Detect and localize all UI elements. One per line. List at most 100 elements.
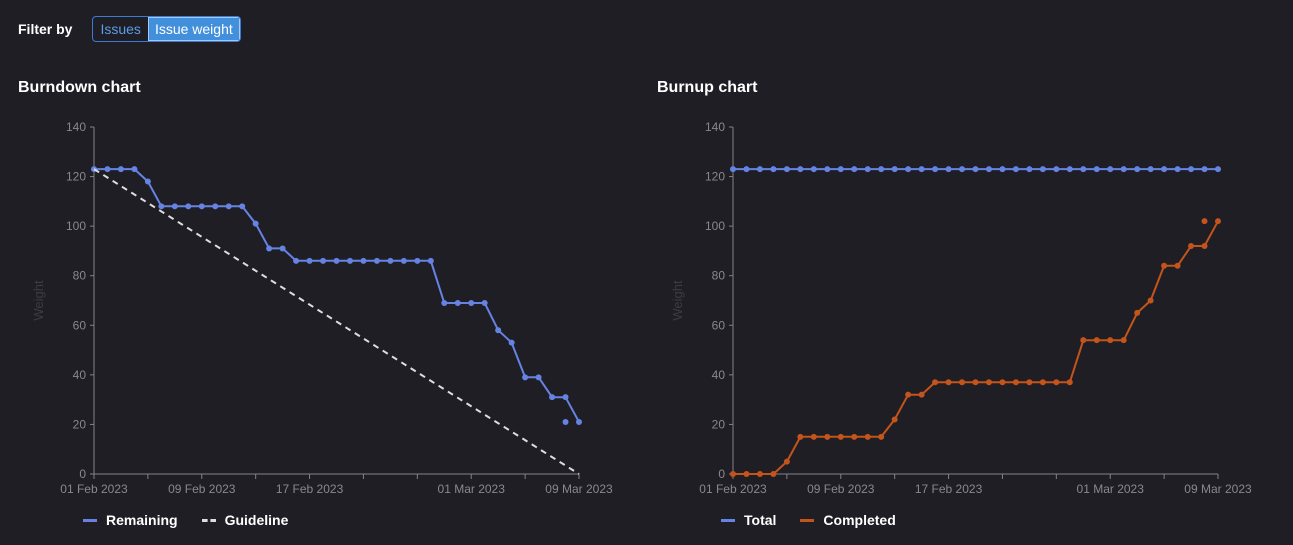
guideline-series-line [93,168,580,475]
completed-point [1080,337,1087,344]
total-point [1201,166,1208,173]
remaining-point [212,203,219,210]
total-point [837,166,844,173]
completed-series-line [733,220,1219,475]
completed-point [743,471,750,477]
y-tick-label: 100 [66,219,86,233]
total-point [810,166,817,173]
legend-total[interactable]: Total [721,512,776,528]
total-point [985,166,992,173]
completed-point [1134,309,1141,316]
completed-swatch [800,518,815,522]
y-tick-label: 0 [79,467,86,481]
total-point [1174,166,1181,173]
remaining-point [508,339,515,346]
remaining-point [522,374,529,381]
completed-point [945,379,952,386]
completed-point [770,471,777,477]
burnup-chart-title: Burnup chart [657,79,758,96]
completed-point [1053,379,1060,386]
remaining-point [468,299,475,306]
remaining-point [306,257,313,264]
y-tick-label: 120 [66,170,86,184]
y-tick-label: 140 [705,120,725,134]
y-tick-label: 60 [712,318,726,332]
total-point [864,166,871,173]
x-tick-label: 17 Feb 2023 [276,482,344,496]
completed-point [959,379,966,386]
completed-point [999,379,1006,386]
completed-point [864,433,871,440]
y-axis-title: Weight [670,280,685,321]
y-tick-label: 20 [73,417,87,431]
completed-point [1201,242,1208,249]
completed-point [783,458,790,465]
completed-point [756,471,763,477]
remaining-point [225,203,232,210]
legend-guideline[interactable]: Guideline [201,512,288,528]
x-tick-label: 09 Mar 2023 [545,482,613,496]
completed-point [1188,242,1195,249]
remaining-series-line [94,168,580,423]
y-tick-label: 20 [712,417,726,431]
total-point [851,166,858,173]
total-point [730,166,736,173]
total-point [756,166,763,173]
completed-point [1066,379,1073,386]
total-point [824,166,831,173]
remaining-point [535,374,542,381]
remaining-point [427,257,434,264]
total-point [905,166,912,173]
completed-point [851,433,858,440]
total-point [1188,166,1195,173]
total-point [1120,166,1127,173]
total-point [959,166,966,173]
remaining-point [266,245,273,252]
burndown-chart-title: Burndown chart [18,79,141,96]
remaining-point [576,418,582,425]
remaining-point [117,166,124,173]
total-point [945,166,952,173]
remaining-point [454,299,461,306]
completed-point [985,379,992,386]
remaining-point [239,203,246,210]
remaining-point [158,203,165,210]
filter-option-issue-weight[interactable]: Issue weight [147,17,240,41]
total-point [999,166,1006,173]
y-tick-label: 60 [73,318,87,332]
legend-completed[interactable]: Completed [800,512,896,528]
total-point [1161,166,1168,173]
remaining-swatch [83,518,97,522]
total-point [972,166,979,173]
burndown-chart: 0 20 40 60 80 100 120 140 Weight 01 Feb 2023 09 Fe… [31,120,613,496]
legend-remaining-label: Remaining [106,512,178,528]
remaining-point [481,299,488,306]
remaining-point [414,257,421,264]
total-point [1093,166,1100,173]
remaining-point [293,257,300,264]
remaining-point [441,299,448,306]
legend-total-label: Total [744,512,777,528]
remaining-point [387,257,394,264]
completed-point [1174,262,1181,269]
completed-point [824,433,831,440]
y-tick-label: 40 [712,368,726,382]
completed-point [932,379,939,386]
remaining-point [320,257,327,264]
completed-point [905,391,912,398]
completed-point [1012,379,1019,386]
total-point [1053,166,1060,173]
legend-completed-label: Completed [823,512,896,528]
x-tick-label: 09 Mar 2023 [1184,482,1252,496]
remaining-point [279,245,286,252]
total-point [1012,166,1019,173]
remaining-point [252,220,259,227]
filter-option-issues[interactable]: Issues [93,17,147,41]
legend-remaining[interactable]: Remaining [83,512,178,528]
total-swatch [721,518,735,522]
total-point [1080,166,1087,173]
y-tick-label: 0 [718,467,725,481]
x-tick-label: 17 Feb 2023 [915,482,983,496]
completed-point [1201,218,1208,225]
x-tick-label: 01 Mar 2023 [1077,482,1145,496]
